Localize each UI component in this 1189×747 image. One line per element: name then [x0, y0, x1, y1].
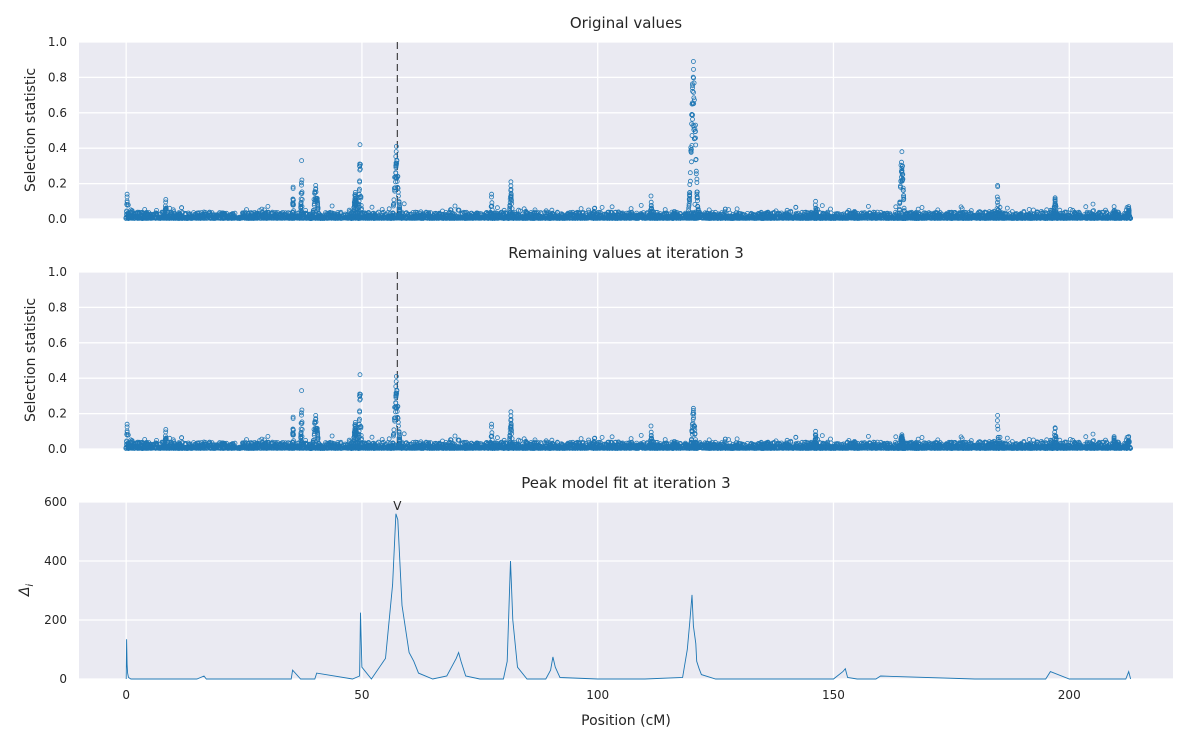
panel-1-title: Original values — [570, 14, 682, 32]
panel-1-plot-area — [79, 42, 1173, 219]
panel-original: Original values 0.00.20.40.60.81.0 Selec… — [23, 14, 1173, 226]
